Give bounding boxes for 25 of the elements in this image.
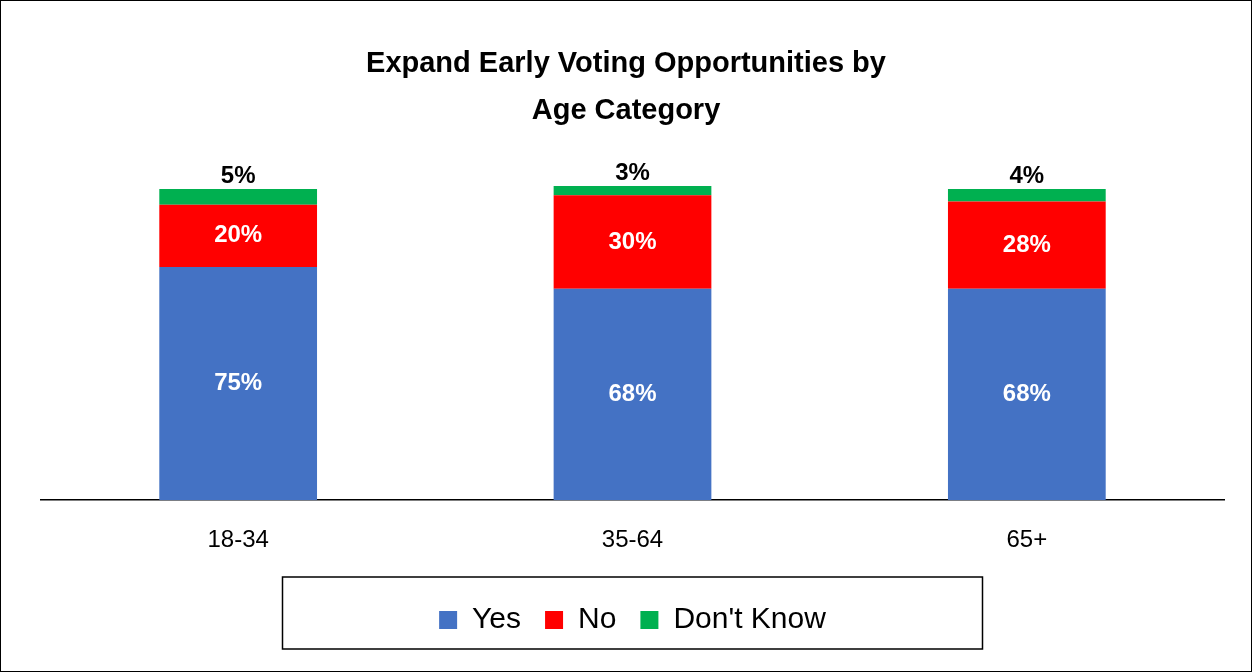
- bar: [947, 288, 1106, 501]
- x-tick-label: 65+: [1006, 525, 1048, 553]
- legend-label: Don't Know: [673, 601, 827, 635]
- bar: [947, 201, 1106, 289]
- chart-title: Expand Early Voting Opportunities by Age Category: [365, 45, 887, 127]
- data-label: 30%: [608, 226, 657, 254]
- x-tick-label: 35-64: [601, 525, 664, 553]
- bar: [947, 189, 1106, 202]
- data-label: 4%: [1009, 160, 1045, 188]
- data-label: 3%: [615, 157, 650, 185]
- bar: [159, 266, 318, 501]
- legend-label: Yes: [472, 601, 522, 635]
- bar: [553, 186, 712, 196]
- data-label: 68%: [1002, 379, 1051, 407]
- data-label: 75%: [214, 368, 263, 396]
- bar: [553, 195, 712, 289]
- bar: [159, 204, 318, 267]
- x-tick-label: 18-34: [207, 525, 269, 553]
- bar: [553, 288, 712, 501]
- legend-label: No: [578, 601, 617, 635]
- data-label: 5%: [220, 160, 256, 188]
- bar: [159, 189, 318, 205]
- data-label: 68%: [608, 379, 657, 407]
- data-label: 28%: [1002, 229, 1051, 257]
- data-label: 20%: [214, 220, 263, 248]
